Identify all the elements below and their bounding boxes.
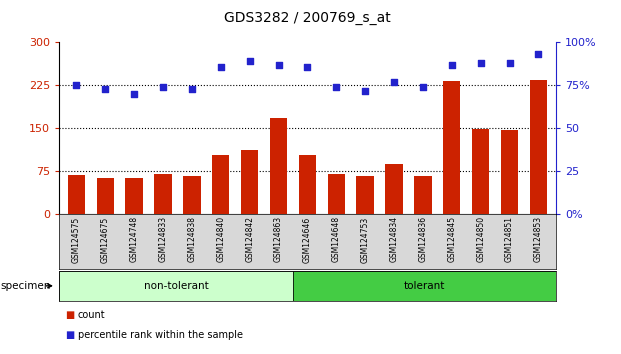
- Point: [187, 86, 197, 92]
- Point: [418, 84, 428, 90]
- Text: GSM124648: GSM124648: [332, 216, 341, 262]
- Text: percentile rank within the sample: percentile rank within the sample: [78, 330, 243, 339]
- Bar: [154, 174, 171, 214]
- Text: GSM124675: GSM124675: [101, 216, 110, 263]
- Text: GSM124753: GSM124753: [361, 216, 369, 263]
- Point: [245, 58, 255, 64]
- Point: [505, 60, 515, 66]
- Point: [389, 79, 399, 85]
- Bar: [443, 81, 461, 214]
- Point: [215, 64, 225, 69]
- Text: GSM124853: GSM124853: [534, 216, 543, 262]
- Text: GSM124833: GSM124833: [158, 216, 168, 262]
- Bar: [328, 174, 345, 214]
- Text: GDS3282 / 200769_s_at: GDS3282 / 200769_s_at: [224, 11, 391, 25]
- Text: GSM124851: GSM124851: [505, 216, 514, 262]
- Point: [332, 84, 342, 90]
- Bar: [59, 271, 292, 301]
- Text: GSM124836: GSM124836: [419, 216, 427, 262]
- Point: [447, 62, 457, 68]
- Text: GSM124834: GSM124834: [389, 216, 399, 262]
- Bar: [414, 176, 432, 214]
- Text: ■: ■: [65, 330, 75, 339]
- Text: specimen: specimen: [1, 281, 51, 291]
- Bar: [530, 80, 547, 214]
- Text: GSM124863: GSM124863: [274, 216, 283, 262]
- Text: GSM124838: GSM124838: [188, 216, 196, 262]
- Text: GSM124842: GSM124842: [245, 216, 254, 262]
- Bar: [125, 178, 143, 214]
- Bar: [501, 130, 519, 214]
- Point: [129, 91, 139, 97]
- Bar: [68, 175, 85, 214]
- Text: non-tolerant: non-tolerant: [143, 281, 208, 291]
- Bar: [212, 155, 229, 214]
- Bar: [183, 176, 201, 214]
- Text: GSM124850: GSM124850: [476, 216, 485, 262]
- Point: [302, 64, 312, 69]
- Point: [476, 60, 486, 66]
- Bar: [241, 149, 258, 214]
- Bar: [270, 118, 287, 214]
- Point: [360, 88, 370, 93]
- Text: GSM124840: GSM124840: [216, 216, 225, 262]
- Text: count: count: [78, 310, 105, 320]
- Point: [71, 82, 81, 88]
- Point: [273, 62, 283, 68]
- Bar: [356, 176, 374, 214]
- Point: [533, 52, 543, 57]
- Point: [100, 86, 110, 92]
- Text: GSM124575: GSM124575: [72, 216, 81, 263]
- Bar: [472, 130, 489, 214]
- Bar: [299, 155, 316, 214]
- Bar: [386, 164, 402, 214]
- Text: GSM124748: GSM124748: [130, 216, 138, 262]
- Bar: [96, 178, 114, 214]
- Text: GSM124646: GSM124646: [303, 216, 312, 263]
- Text: ■: ■: [65, 310, 75, 320]
- Point: [158, 84, 168, 90]
- Text: tolerant: tolerant: [404, 281, 445, 291]
- Text: GSM124845: GSM124845: [447, 216, 456, 262]
- Bar: [292, 271, 556, 301]
